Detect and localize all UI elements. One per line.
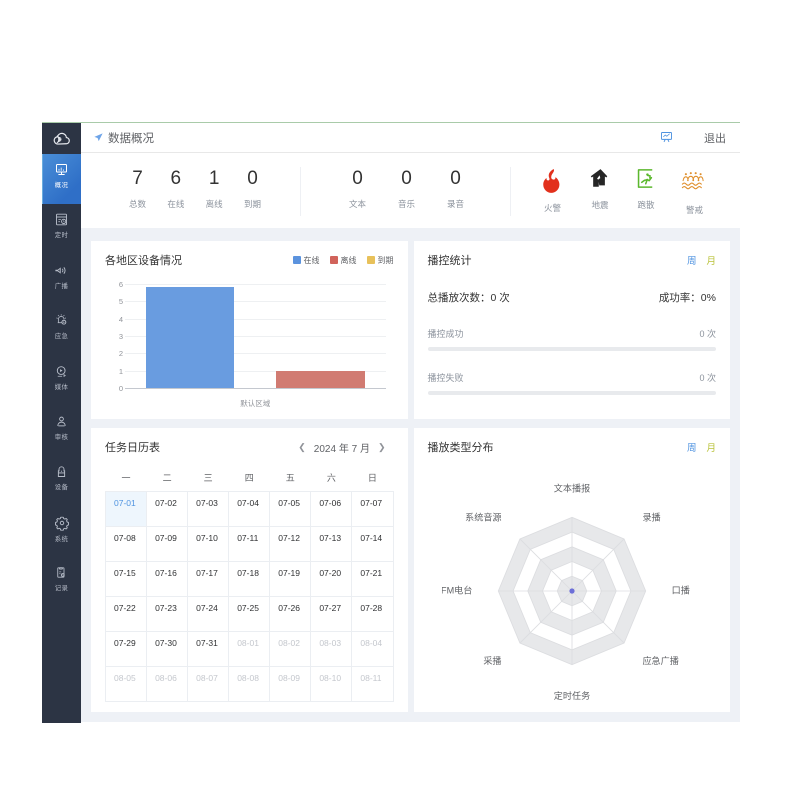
svg-text:FM电台: FM电台 xyxy=(442,585,472,596)
svg-text:应急广播: 应急广播 xyxy=(642,655,678,666)
svg-text:文本播报: 文本播报 xyxy=(554,482,590,493)
svg-text:口播: 口播 xyxy=(671,585,689,596)
svg-text:定时任务: 定时任务 xyxy=(554,690,590,701)
svg-text:录播: 录播 xyxy=(642,512,660,523)
svg-text:系统音源: 系统音源 xyxy=(465,512,501,523)
svg-text:采播: 采播 xyxy=(483,655,501,666)
